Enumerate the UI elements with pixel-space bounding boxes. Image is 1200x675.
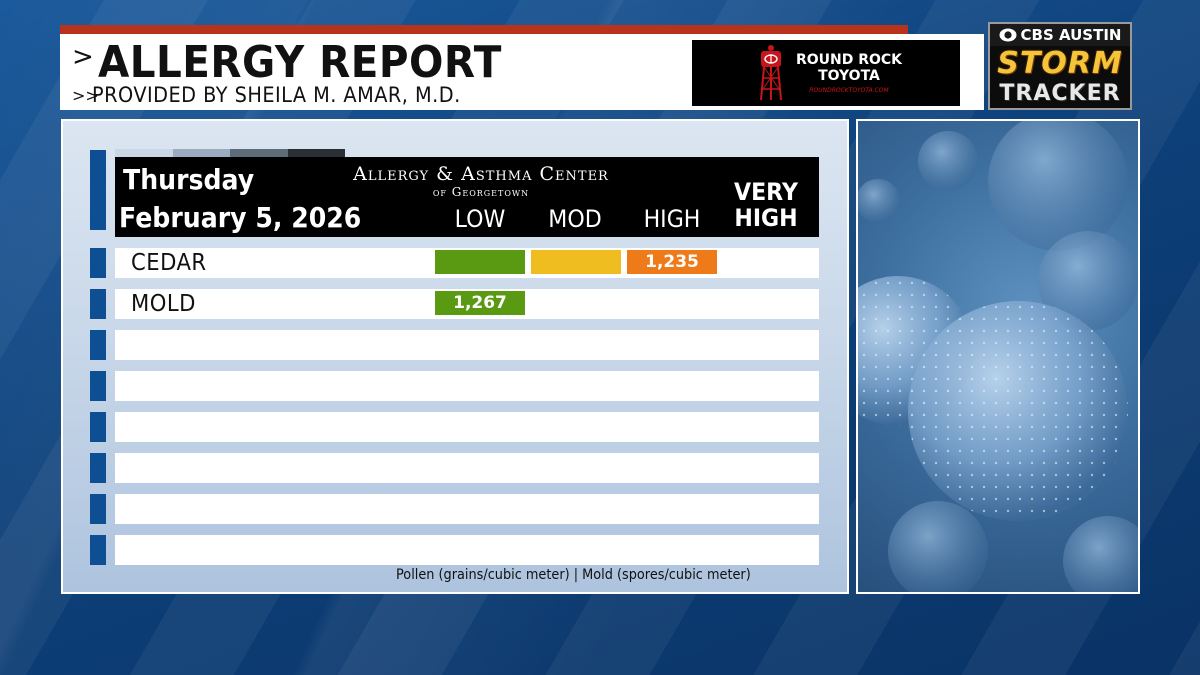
title-chevron-icon: > [72,42,94,72]
row-name: CEDAR [131,250,207,276]
station-logo: CBS AUSTIN STORM TRACKER [988,22,1132,110]
tab-row-8 [90,535,106,565]
table-row-empty [115,371,819,401]
station-storm: STORM [997,46,1123,81]
water-tower-icon [760,45,782,101]
report-header: Thursday February 5, 2026 Allergy & Asth… [115,157,819,237]
header-step-strip [115,149,345,157]
station-name: CBS AUSTIN [1020,26,1122,44]
row-name: MOLD [131,291,196,317]
table-row-empty [115,535,819,565]
level-very-high-line1: VERY [734,178,798,206]
table-row: MOLD 1,267 [115,289,819,319]
sponsor-name-line2: TOYOTA [818,68,880,84]
level-bar-low: 1,267 [435,291,525,315]
level-high-label: HIGH [643,205,701,233]
step-1 [115,149,173,157]
level-very-high-label: VERY HIGH [724,179,809,231]
pollen-image-panel [856,119,1140,594]
level-mod-label: MOD [548,205,602,233]
table-row-empty [115,453,819,483]
sponsor-banner: ROUND ROCK TOYOTA ROUNDROCKTOYOTA.COM [692,40,960,106]
table-row-empty [115,412,819,442]
level-low-label: LOW [454,205,506,233]
level-very-high-line2: HIGH [734,204,798,232]
header-accent-bar [60,25,908,34]
step-4 [287,149,345,157]
level-bar-mod [531,250,621,274]
tab-row-7 [90,494,106,524]
sponsor-name: ROUND ROCK TOYOTA [794,52,904,84]
level-bar-low [435,250,525,274]
tab-row-3 [90,330,106,360]
tab-header [90,150,106,230]
station-logo-top: CBS AUSTIN [990,24,1130,46]
pollen-illustration [858,121,1138,592]
report-date: February 5, 2026 [119,201,362,234]
tab-row-4 [90,371,106,401]
page-title: ALLERGY REPORT [98,37,502,88]
page-subtitle: PROVIDED BY SHEILA M. AMAR, M.D. [92,83,461,107]
station-tracker: TRACKER [999,81,1121,106]
center-subtitle: of Georgetown [432,185,530,199]
report-day: Thursday [123,163,255,196]
center-name: Allergy & Asthma Center [353,163,609,185]
table-row-empty [115,494,819,524]
tab-row-6 [90,453,106,483]
subtitle-chevron-icon: >> [72,86,99,105]
cbs-eye-icon [999,28,1017,42]
step-2 [172,149,230,157]
table-row-empty [115,330,819,360]
tab-row-2 [90,289,106,319]
tab-row-5 [90,412,106,442]
sponsor-name-line1: ROUND ROCK [795,52,903,68]
level-bar-high: 1,235 [627,250,717,274]
table-row: CEDAR 1,235 [115,248,819,278]
tab-row-1 [90,248,106,278]
step-3 [230,149,288,157]
units-footnote: Pollen (grains/cubic meter) | Mold (spor… [396,567,751,583]
sponsor-url: ROUNDROCKTOYOTA.COM [809,87,889,94]
